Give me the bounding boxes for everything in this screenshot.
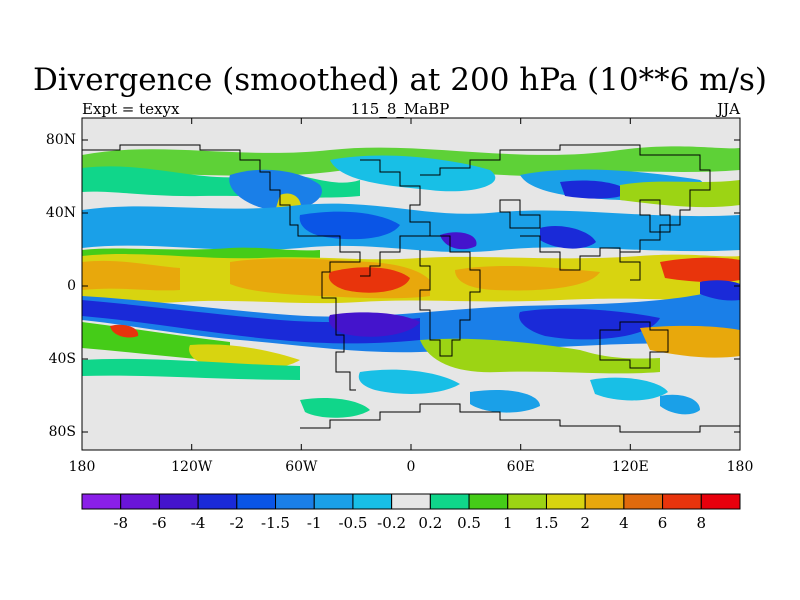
colorbar-label: -0.2	[377, 514, 407, 532]
colorbar-label: 1	[502, 514, 513, 532]
lon-ticks	[81, 118, 631, 450]
blob-so-cyan-1	[358, 369, 460, 394]
colorbar-label: 0.2	[418, 514, 443, 532]
eurasia-north-coast	[420, 144, 711, 253]
blob-so-cyan-4	[660, 394, 700, 415]
blob-pacific-deep	[700, 280, 740, 301]
inland-outline-2	[639, 199, 671, 233]
blob-asia-blue	[540, 225, 596, 249]
colorbar-label: 8	[696, 514, 707, 532]
experiment-label: Expt = texyx	[82, 100, 180, 118]
blob-indian-orange	[455, 266, 600, 291]
colorbar-label: -0.5	[338, 514, 368, 532]
colorbar-swatch	[623, 493, 664, 510]
blob-na-deep	[299, 211, 400, 240]
colorbar-swatch	[313, 493, 354, 510]
colorbar-swatch	[197, 493, 238, 510]
colorbar-swatch	[700, 493, 741, 510]
lon-label-120w: 120W	[171, 459, 213, 475]
colorbar-swatch	[507, 493, 547, 510]
colorbar-label: 4	[619, 514, 629, 532]
blob-so-green	[300, 398, 370, 418]
lat-label-40s: 40S	[48, 351, 76, 367]
colorbar-label: 0.5	[457, 514, 481, 532]
antarctica-coast	[300, 403, 740, 433]
inland-outline-1	[499, 199, 541, 229]
lon-label-60w: 60W	[285, 459, 318, 475]
band-so-green	[82, 358, 300, 380]
colorbar-label: -8	[113, 514, 129, 532]
lat-label-0: 0	[67, 278, 76, 294]
south-asia-coast	[520, 235, 641, 281]
colorbar-swatch	[662, 493, 702, 510]
colorbar-label: -4	[190, 514, 206, 532]
colorbar-label: 2	[580, 514, 590, 532]
australia-coast	[599, 321, 669, 369]
blob-atlantic-red	[328, 267, 410, 293]
lon-label-60e: 60E	[506, 459, 535, 475]
colorbar-swatch	[352, 493, 393, 510]
lon-label-180e: 180	[726, 459, 754, 475]
blob-pacific-red	[660, 257, 740, 283]
colorbar	[81, 493, 741, 510]
colorbar-label: 1.5	[534, 514, 559, 532]
colorbar-label: -1.5	[261, 514, 290, 532]
blob-so-orange	[640, 325, 740, 358]
americas-east-coast	[360, 159, 431, 277]
lon-label-180w: 180	[68, 459, 96, 475]
colorbar-swatch	[120, 493, 160, 510]
blob-sa-purple	[328, 312, 420, 337]
colorbar-swatch	[545, 493, 586, 510]
lat-ticks	[82, 139, 740, 433]
colorbar-label: -1	[306, 514, 322, 532]
blob-sp-red	[110, 324, 139, 338]
band-so-yellowgreen	[420, 338, 660, 374]
lat-label-40n: 40N	[45, 205, 76, 221]
blob-indian-deep	[519, 308, 660, 340]
colorbar-swatch	[468, 493, 509, 510]
colorbar-label: -2	[229, 514, 245, 532]
colorbar-label: 6	[657, 514, 668, 532]
lon-label-120e: 120E	[611, 459, 649, 475]
colorbar-swatch	[275, 493, 315, 510]
lat-label-80s: 80S	[48, 424, 76, 440]
colorbar-swatch	[584, 493, 625, 510]
blob-asia-deep	[560, 180, 630, 199]
colorbar-swatch	[158, 493, 199, 510]
coastlines	[82, 144, 740, 433]
blob-pacific-orange-w	[82, 260, 180, 291]
lon-label-0: 0	[406, 459, 416, 475]
blob-so-cyan-2	[470, 389, 540, 413]
season-label: JJA	[717, 100, 740, 118]
lat-label-80n: 80N	[45, 132, 76, 148]
americas-west-coast	[82, 144, 361, 391]
blob-atlantic-cyan	[330, 155, 496, 192]
colorbar-swatch	[81, 493, 122, 510]
africa-coast	[419, 235, 481, 357]
divergence-field	[82, 118, 740, 450]
colorbar-swatch	[391, 493, 431, 510]
period-label: 115_8_MaBP	[350, 100, 450, 118]
colorbar-swatch	[236, 493, 277, 510]
colorbar-swatch	[429, 493, 470, 510]
blob-so-cyan-3	[590, 377, 668, 401]
map-title: Divergence (smoothed) at 200 hPa (10**6 …	[33, 62, 767, 98]
colorbar-label: -6	[152, 514, 167, 532]
